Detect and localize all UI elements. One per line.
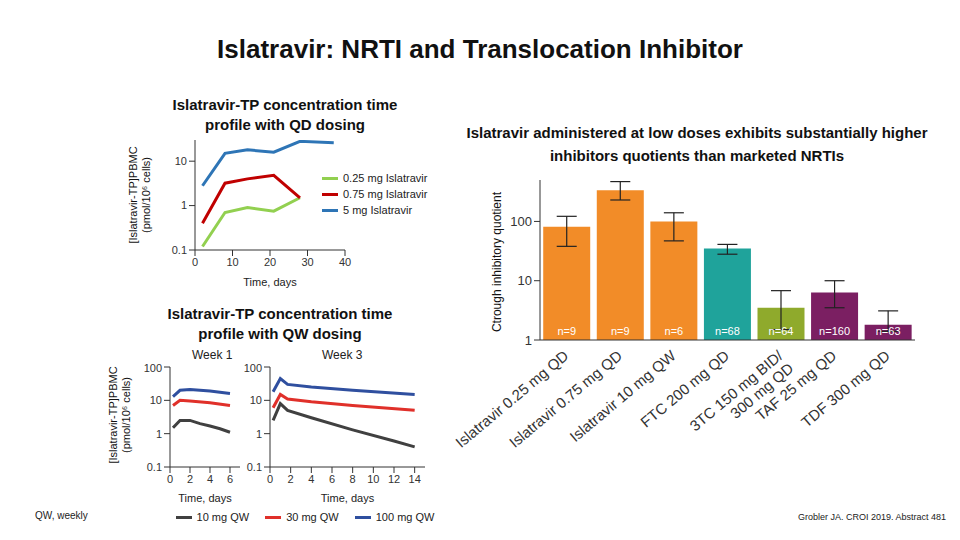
svg-text:n=6: n=6 (665, 325, 684, 337)
svg-text:8: 8 (350, 473, 356, 485)
svg-text:10: 10 (367, 473, 379, 485)
svg-text:4: 4 (207, 473, 213, 485)
svg-text:2: 2 (288, 473, 294, 485)
svg-text:2: 2 (187, 473, 193, 485)
svg-text:1: 1 (256, 428, 262, 440)
svg-text:10: 10 (518, 273, 532, 288)
svg-text:n=68: n=68 (715, 325, 740, 337)
svg-text:100: 100 (510, 214, 532, 229)
svg-text:0: 0 (192, 256, 198, 268)
svg-text:0: 0 (267, 473, 273, 485)
svg-text:n=64: n=64 (769, 325, 794, 337)
svg-text:1: 1 (181, 199, 187, 211)
svg-text:n=63: n=63 (876, 325, 901, 337)
svg-text:6: 6 (329, 473, 335, 485)
svg-text:0.1: 0.1 (247, 461, 262, 473)
svg-text:14: 14 (409, 473, 421, 485)
svg-text:1: 1 (156, 428, 162, 440)
svg-text:0: 0 (167, 473, 173, 485)
svg-text:30: 30 (301, 256, 313, 268)
svg-text:1: 1 (525, 333, 532, 348)
svg-text:12: 12 (388, 473, 400, 485)
svg-text:4: 4 (308, 473, 314, 485)
svg-text:0.1: 0.1 (147, 461, 162, 473)
svg-text:20: 20 (264, 256, 276, 268)
svg-text:n=9: n=9 (611, 325, 630, 337)
svg-text:40: 40 (339, 256, 351, 268)
svg-text:10: 10 (226, 256, 238, 268)
svg-text:100: 100 (144, 362, 162, 374)
svg-text:10: 10 (150, 394, 162, 406)
svg-text:n=9: n=9 (557, 325, 576, 337)
svg-text:100: 100 (244, 362, 262, 374)
svg-text:FTC 200 mg QD: FTC 200 mg QD (637, 347, 732, 431)
svg-text:10: 10 (250, 394, 262, 406)
svg-text:0.1: 0.1 (172, 244, 187, 256)
svg-text:6: 6 (227, 473, 233, 485)
svg-text:10: 10 (175, 155, 187, 167)
svg-text:TDF 300 mg QD: TDF 300 mg QD (798, 347, 893, 431)
svg-text:n=160: n=160 (819, 325, 850, 337)
